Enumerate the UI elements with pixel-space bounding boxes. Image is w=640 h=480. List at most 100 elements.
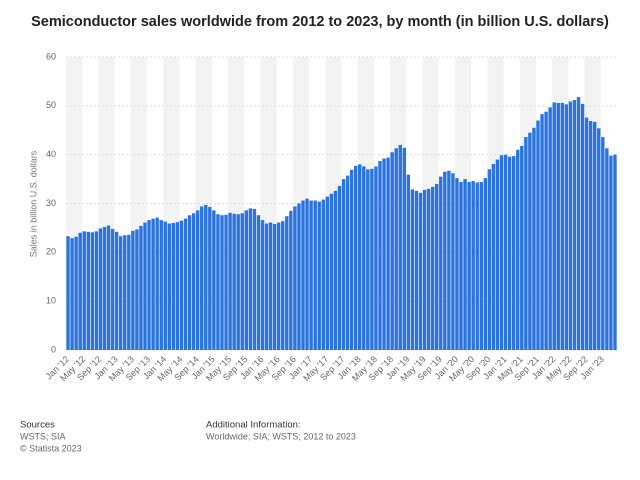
bar: [102, 226, 107, 350]
y-tick-label: 30: [46, 198, 56, 208]
bar: [370, 168, 374, 350]
bar: [264, 223, 269, 350]
info: Worldwide; SIA; WSTS; 2012 to 2023: [206, 431, 356, 441]
y-tick-label: 0: [51, 344, 56, 354]
bar: [151, 218, 155, 350]
bar: [455, 178, 459, 350]
bar: [576, 97, 581, 350]
bar: [394, 148, 398, 350]
background-stripe: [357, 57, 374, 350]
bar: [106, 225, 111, 350]
bar: [422, 189, 427, 350]
bar: [131, 230, 135, 350]
bar: [406, 174, 411, 350]
bar: [439, 176, 443, 350]
bar: [471, 181, 475, 350]
chart-title: Semiconductor sales worldwide from 2012 …: [31, 14, 609, 30]
bar: [463, 179, 467, 350]
bar: [285, 216, 289, 350]
bar: [540, 114, 544, 350]
bar: [495, 159, 500, 350]
bar: [86, 231, 90, 350]
bar: [447, 170, 451, 350]
bar: [516, 149, 520, 350]
bar: [605, 148, 609, 350]
bar: [163, 221, 167, 350]
bar: [491, 163, 496, 350]
background-stripe: [260, 57, 277, 350]
bar: [240, 213, 244, 350]
bar: [451, 173, 455, 350]
bar: [175, 222, 180, 350]
bar: [580, 103, 585, 350]
bar: [232, 213, 236, 350]
bar: [560, 102, 565, 350]
bar: [593, 121, 597, 350]
bar: [78, 232, 82, 350]
bar: [584, 117, 589, 350]
bar: [70, 238, 74, 350]
y-tick-label: 20: [46, 247, 56, 257]
bar: [309, 200, 313, 350]
bar: [74, 236, 78, 350]
background-stripe: [552, 57, 569, 350]
bar: [402, 147, 406, 350]
bar: [147, 220, 151, 350]
bar: [118, 236, 123, 350]
bar: [123, 235, 127, 350]
bar: [548, 107, 552, 350]
bar: [289, 210, 293, 350]
bar: [499, 155, 504, 350]
bar: [358, 164, 362, 350]
bar: [212, 210, 216, 350]
bar: [564, 104, 569, 350]
bar: [601, 137, 605, 350]
bar: [544, 111, 548, 351]
bar: [305, 198, 309, 350]
background-stripe: [584, 57, 601, 350]
y-tick-label: 60: [46, 51, 56, 61]
y-tick-label: 40: [46, 149, 56, 159]
bar: [435, 183, 439, 350]
bar: [588, 120, 593, 350]
bar: [337, 185, 342, 350]
bar: [143, 222, 147, 350]
bar: [200, 206, 204, 350]
bar: [507, 156, 512, 350]
bar: [511, 156, 516, 350]
bar: [90, 232, 95, 350]
bar: [216, 214, 220, 350]
bar: [467, 182, 471, 350]
bar: [333, 190, 338, 350]
bar: [528, 132, 532, 350]
bar: [426, 188, 431, 350]
bar: [430, 186, 435, 350]
y-tick-label: 50: [46, 100, 56, 110]
bar: [248, 208, 253, 350]
bar: [475, 182, 479, 350]
bar: [524, 137, 528, 350]
bar: [114, 231, 119, 350]
bar: [345, 175, 350, 350]
bar: [390, 152, 394, 350]
bar: [187, 215, 192, 350]
bar: [204, 204, 208, 350]
bar: [556, 102, 560, 350]
bar: [293, 206, 297, 350]
bar: [366, 169, 370, 350]
bar: [171, 223, 176, 350]
bar: [297, 203, 301, 350]
bar: [66, 236, 70, 350]
bar: [256, 215, 261, 350]
bar: [228, 212, 232, 350]
bar: [268, 222, 273, 350]
sources-title: Sources: [20, 420, 55, 431]
bar: [532, 127, 536, 350]
bar: [414, 190, 419, 350]
bar: [244, 210, 248, 350]
bar: [301, 200, 305, 350]
bar: [374, 166, 378, 350]
bar: [386, 157, 390, 350]
background-stripe: [292, 57, 310, 350]
info-title: Additional Information:: [206, 420, 301, 431]
